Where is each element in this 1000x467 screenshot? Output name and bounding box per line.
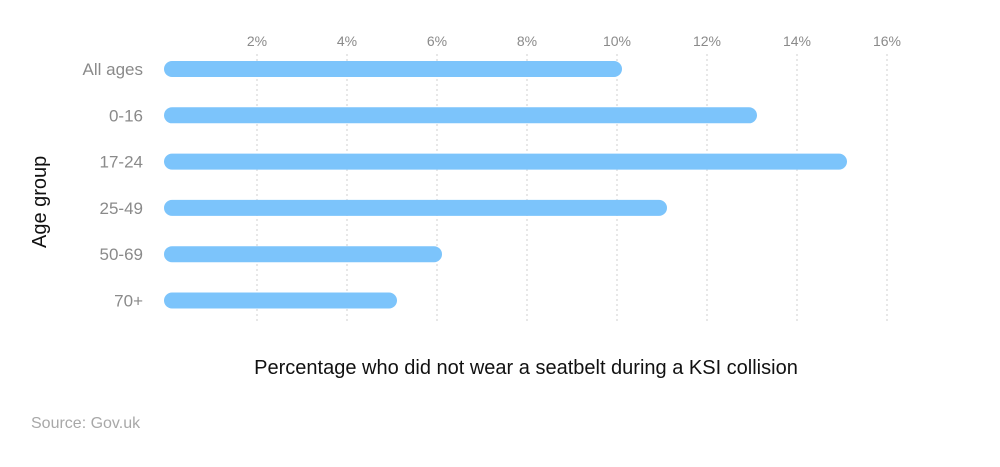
bar-25-49	[164, 199, 667, 216]
x-tick-label: 6%	[427, 33, 447, 49]
bars	[164, 61, 847, 309]
category-label: 0-16	[109, 106, 143, 125]
bar-17-24	[164, 153, 847, 170]
x-axis-ticks: 2% 4% 6% 8% 10% 12% 14% 16%	[247, 33, 901, 49]
x-tick-label: 8%	[517, 33, 537, 49]
category-label: All ages	[83, 60, 143, 79]
category-label: 17-24	[100, 153, 143, 172]
x-tick-label: 10%	[603, 33, 631, 49]
y-axis-title: Age group	[29, 155, 51, 248]
source-note: Source: Gov.uk	[31, 415, 141, 432]
bar-all-ages	[164, 61, 622, 77]
x-tick-label: 2%	[247, 33, 267, 49]
y-axis-categories: All ages 0-16 17-24 25-49 50-69 70+	[83, 60, 144, 311]
x-tick-label: 4%	[337, 33, 357, 49]
bar-0-16	[164, 107, 757, 124]
category-label: 25-49	[100, 199, 143, 218]
grid-lines	[256, 54, 888, 322]
x-axis-title: Percentage who did not wear a seatbelt d…	[254, 357, 798, 379]
bar-50-69	[164, 246, 442, 263]
x-tick-label: 14%	[783, 33, 811, 49]
category-label: 50-69	[100, 245, 143, 264]
bar-70-	[164, 292, 397, 309]
category-label: 70+	[114, 292, 143, 311]
x-tick-label: 12%	[693, 33, 721, 49]
x-tick-label: 16%	[873, 33, 901, 49]
